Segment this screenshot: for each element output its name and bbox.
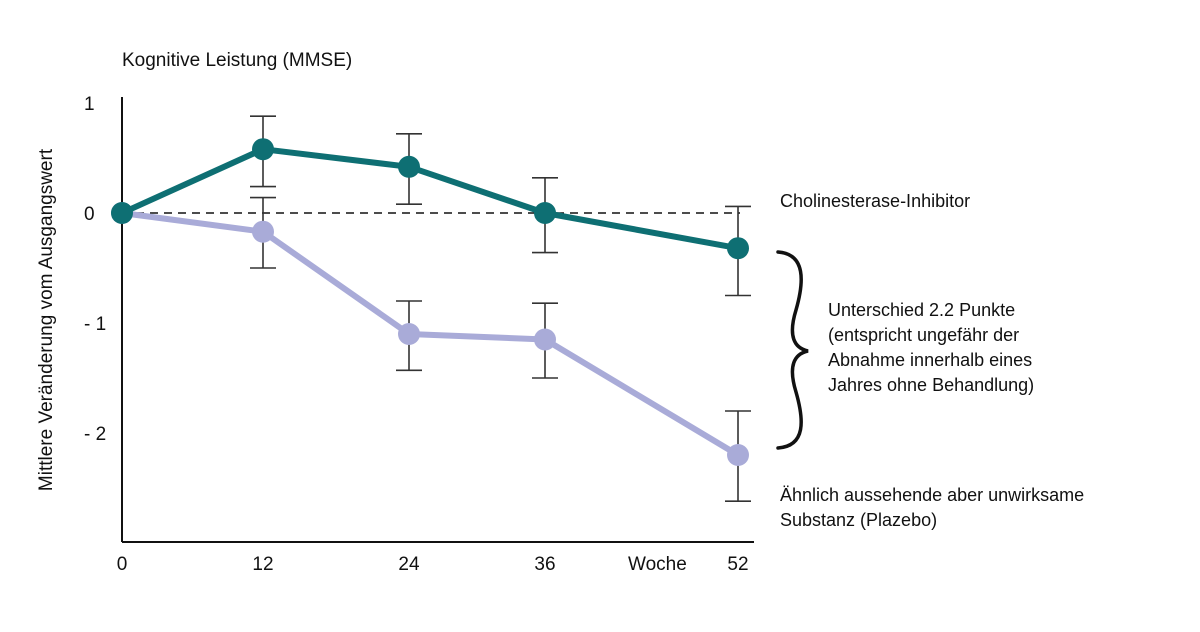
data-point	[534, 328, 556, 351]
data-point	[252, 220, 274, 243]
x-tick-label: 0	[117, 554, 128, 575]
y-tick-labels: 1 0 - 1 - 2	[84, 94, 106, 445]
x-tick-label: 24	[398, 554, 420, 575]
y-tick-label: - 1	[84, 314, 106, 335]
annotation-line-3: Abnahme innerhalb eines	[828, 350, 1032, 370]
data-point	[534, 202, 556, 224]
data-point	[398, 155, 420, 178]
y-tick-label: 0	[84, 204, 95, 225]
difference-brace	[776, 250, 809, 450]
data-point	[727, 444, 749, 466]
x-tick-label: 36	[534, 554, 555, 575]
annotation-line-1: Unterschied 2.2 Punkte	[828, 300, 1015, 320]
data-point	[398, 323, 420, 345]
annotation-line-2: (entspricht ungefähr der	[828, 325, 1019, 345]
x-tick-label: 12	[252, 554, 273, 575]
series-line	[119, 146, 741, 252]
series-layer	[111, 115, 751, 503]
data-point	[727, 237, 749, 260]
legend-label-plazebo-line-2: Substanz (Plazebo)	[780, 510, 937, 530]
series-plazebo	[111, 196, 751, 503]
y-tick-label: 1	[84, 94, 95, 115]
data-point	[111, 202, 133, 224]
x-axis-label: Woche	[628, 554, 687, 575]
legend-label-cholinesterase: Cholinesterase-Inhibitor	[780, 191, 970, 211]
chart-title: Kognitive Leistung (MMSE)	[122, 50, 352, 71]
x-tick-labels: 0 12 24 36 52	[117, 554, 749, 575]
series-line	[119, 210, 741, 458]
data-point	[252, 138, 274, 161]
annotation-line-4: Jahres ohne Behandlung)	[828, 375, 1034, 395]
y-axis-label: Mittlere Veränderung vom Ausgangswert	[36, 148, 57, 491]
x-tick-label: 52	[727, 554, 748, 575]
y-tick-label: - 2	[84, 424, 106, 445]
series-cholinesterase-inhibitor	[111, 115, 751, 297]
legend-label-plazebo-line-1: Ähnlich aussehende aber unwirksame	[780, 485, 1084, 505]
